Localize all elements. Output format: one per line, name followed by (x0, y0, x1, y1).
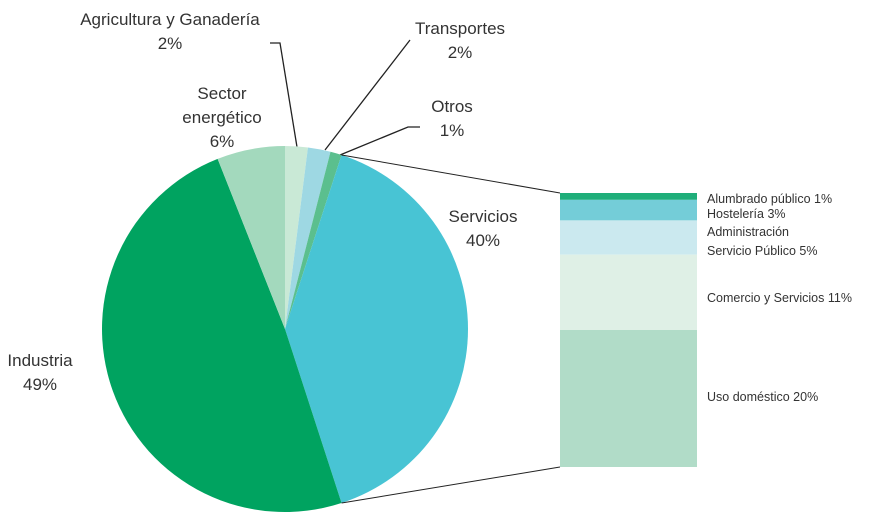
pie-slice (285, 146, 308, 329)
pie-slice (285, 147, 331, 329)
pie-label-value: 1% (439, 121, 465, 140)
bar-segment (560, 220, 697, 255)
bar-label-value: 20% (793, 390, 819, 404)
bar-segment (560, 193, 697, 200)
bar-label: Alumbrado público 1% (707, 190, 877, 209)
leader-line (324, 39, 411, 151)
pie-label-name: Industria (7, 351, 73, 370)
bar-label-value: 11% (827, 291, 852, 305)
leader-line (270, 42, 298, 148)
pie-label: Industria 49% (0, 349, 90, 397)
pie-label-name: Servicios (448, 207, 518, 226)
bar-segment (560, 254, 697, 330)
pie-label-name: Sector energético (182, 84, 262, 127)
bar-label-value: 1% (814, 192, 833, 206)
bar-label-name: Administración Servicio Público (707, 225, 796, 258)
pie-label: Transportes 2% (380, 17, 540, 65)
bar-label: Hostelería 3% (707, 205, 877, 224)
bar-label-name: Hostelería (707, 207, 764, 221)
bar-label: Comercio y Servicios 11% (707, 289, 877, 308)
pie-slice (217, 146, 285, 329)
pie-label-name: Transportes (414, 19, 506, 38)
bar-label-name: Comercio y Servicios (707, 291, 825, 305)
bar-segment (560, 330, 697, 467)
bar-label: Administración Servicio Público 5% (707, 223, 835, 261)
connector-line (341, 154, 561, 194)
bar-label-name: Uso doméstico (707, 390, 790, 404)
bar-label-value: 3% (767, 207, 786, 221)
pie-slice (285, 154, 468, 504)
pie-label-value: 2% (157, 34, 183, 53)
pie-label: Servicios 40% (423, 205, 543, 253)
pie-slice (285, 151, 342, 329)
bar-label-name: Alumbrado público (707, 192, 811, 206)
pie-label-value: 40% (465, 231, 501, 250)
bar-label-value: 5% (799, 244, 818, 258)
pie-label: Otros 1% (402, 95, 502, 143)
bar-segment (560, 199, 697, 221)
pie-label-name: Otros (431, 97, 473, 116)
connector-line (341, 466, 561, 504)
pie-label-value: 49% (22, 375, 58, 394)
pie-label: Agricultura y Ganadería 2% (40, 8, 300, 56)
bar-label: Uso doméstico 20% (707, 388, 877, 407)
pie-label-name: Agricultura y Ganadería (80, 10, 260, 29)
pie-slice (102, 158, 342, 512)
pie-label-value: 2% (447, 43, 473, 62)
leader-line (339, 126, 420, 156)
pie-label-value: 6% (209, 132, 235, 151)
pie-label: Sector energético 6% (172, 82, 272, 154)
